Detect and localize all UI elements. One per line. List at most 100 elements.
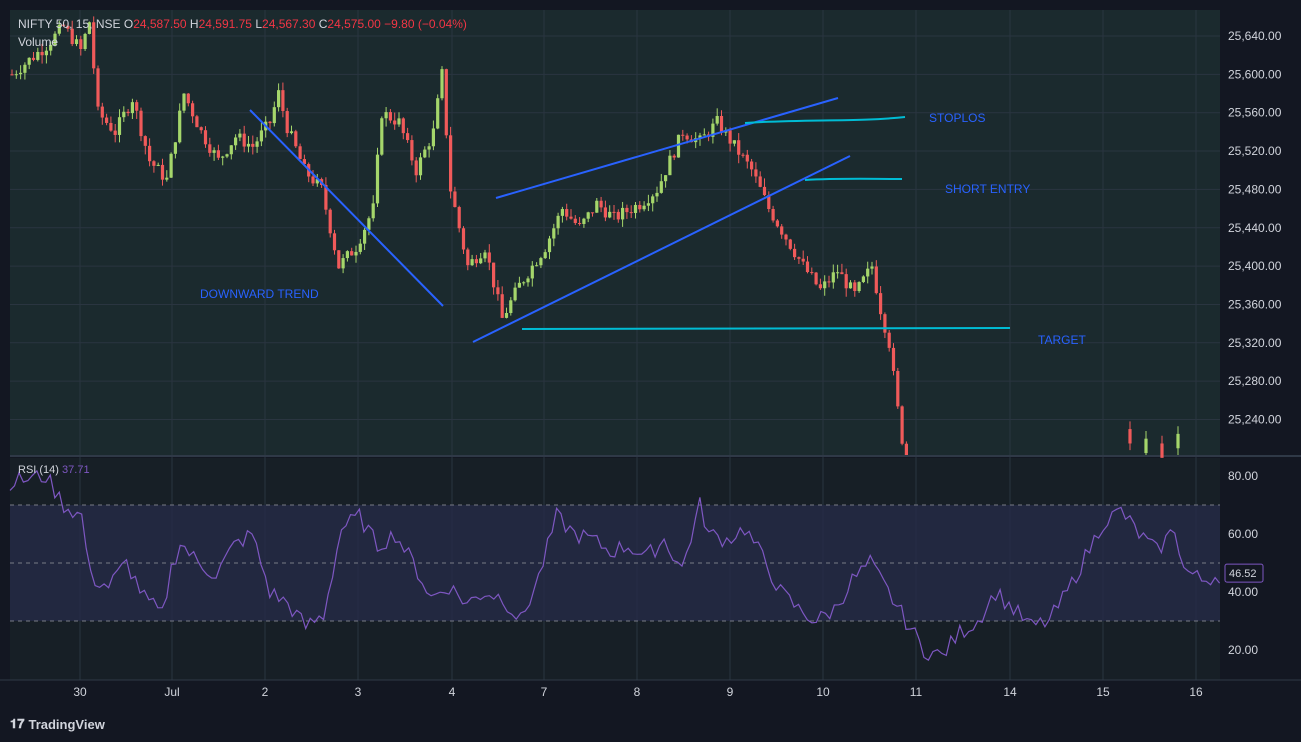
price-tick-label: 25,240.00 [1228, 413, 1282, 427]
candle-body [40, 51, 44, 56]
candle-body [216, 150, 220, 158]
candle-body [793, 248, 797, 258]
candle-body [728, 130, 732, 144]
rsi-tick-label: 40.00 [1228, 585, 1258, 599]
ohlc-legend: NIFTY 50, 15, NSE O24,587.50 H24,591.75 … [18, 17, 467, 31]
candle-body [14, 74, 18, 76]
candle-body [10, 74, 14, 76]
candle-body [191, 103, 195, 117]
candle-body [573, 218, 577, 224]
candle-body [199, 127, 203, 131]
candle-body [500, 294, 504, 318]
downward-trend-annotation[interactable]: DOWNWARD TREND [200, 287, 319, 301]
close-label: C [318, 17, 328, 31]
candle-body [715, 116, 719, 124]
candle-body [565, 209, 569, 217]
candle-body [341, 258, 345, 269]
candle-body [857, 282, 861, 292]
candle-body [504, 312, 509, 318]
rsi-legend: RSI (14) 37.71 [18, 464, 90, 476]
candle-body [470, 259, 474, 266]
price-tick-label: 25,520.00 [1228, 144, 1282, 158]
candle-body [668, 155, 672, 176]
candle-body [332, 233, 337, 251]
candle-body [242, 133, 246, 147]
candle-body [345, 251, 349, 259]
candle-body [208, 144, 212, 153]
candle-body [612, 211, 616, 213]
candle-body [148, 145, 152, 162]
candle-body [195, 116, 199, 128]
candle-body [436, 98, 440, 129]
candle-body [354, 251, 358, 256]
candle-body [492, 262, 496, 288]
volume-label: Volume [18, 35, 59, 49]
price-tick-label: 25,560.00 [1228, 106, 1282, 120]
candle-body [848, 282, 853, 289]
candle-body [780, 226, 784, 235]
candle-body [840, 272, 844, 275]
candle-body [371, 203, 375, 219]
candle-body [143, 136, 147, 146]
bottom-strip [0, 706, 1301, 742]
stoploss-annotation[interactable]: STOPLOS [929, 111, 986, 125]
candle-body [410, 140, 414, 161]
candle-body [311, 176, 315, 184]
candle-body [117, 117, 122, 135]
x-tick-label: 4 [449, 685, 456, 699]
candle-body [259, 130, 263, 142]
high-value: 24,591.75 [198, 17, 252, 31]
candle-body [423, 149, 427, 158]
tradingview-brand[interactable]: 𝟏𝟕 TradingView [10, 716, 105, 732]
candle-body [255, 141, 259, 147]
rsi-band [10, 505, 1220, 621]
target-annotation[interactable]: TARGET [1038, 333, 1086, 347]
candle-body [83, 33, 87, 49]
candle-body [560, 209, 564, 216]
candle-body [122, 111, 126, 118]
candle-body [676, 134, 681, 158]
candle-body [79, 39, 83, 49]
candle-body [685, 135, 689, 140]
candle-body [367, 218, 371, 230]
candle-body [53, 33, 57, 45]
candle-body [397, 118, 401, 125]
candle-body [238, 133, 242, 138]
candle-body [629, 212, 633, 214]
candle-body [474, 259, 478, 264]
candle-body [633, 204, 638, 214]
candle-body [358, 243, 362, 252]
candle-body [100, 106, 104, 118]
candle-body [569, 216, 573, 219]
candle-body [169, 153, 173, 178]
candle-body [535, 265, 539, 267]
x-tick-label: 7 [541, 685, 548, 699]
candle-body [762, 186, 767, 196]
price-tick-label: 25,600.00 [1228, 67, 1282, 81]
candle-body [457, 207, 461, 229]
candle-body [741, 154, 745, 156]
candle-body [66, 25, 70, 29]
brand-name: TradingView [28, 716, 105, 732]
candle-body [582, 218, 586, 224]
open-label: O [123, 17, 134, 31]
candle-body [294, 131, 298, 147]
channel-upper-line [495, 97, 839, 199]
candle-body [113, 130, 117, 135]
short-entry-annotation[interactable]: SHORT ENTRY [945, 182, 1031, 196]
candle-body [616, 211, 620, 220]
x-tick-label: 3 [355, 685, 362, 699]
candle-body [732, 140, 736, 144]
price-pane [10, 10, 1220, 455]
price-tick-label: 25,440.00 [1228, 221, 1282, 235]
candle-body [315, 179, 319, 184]
target-level-line [521, 327, 1011, 330]
candle-body [96, 68, 100, 107]
candle-body [251, 143, 255, 147]
candle-body [870, 266, 874, 269]
candle-body [298, 146, 302, 160]
candle-body [672, 155, 676, 158]
candle-body [186, 93, 190, 104]
